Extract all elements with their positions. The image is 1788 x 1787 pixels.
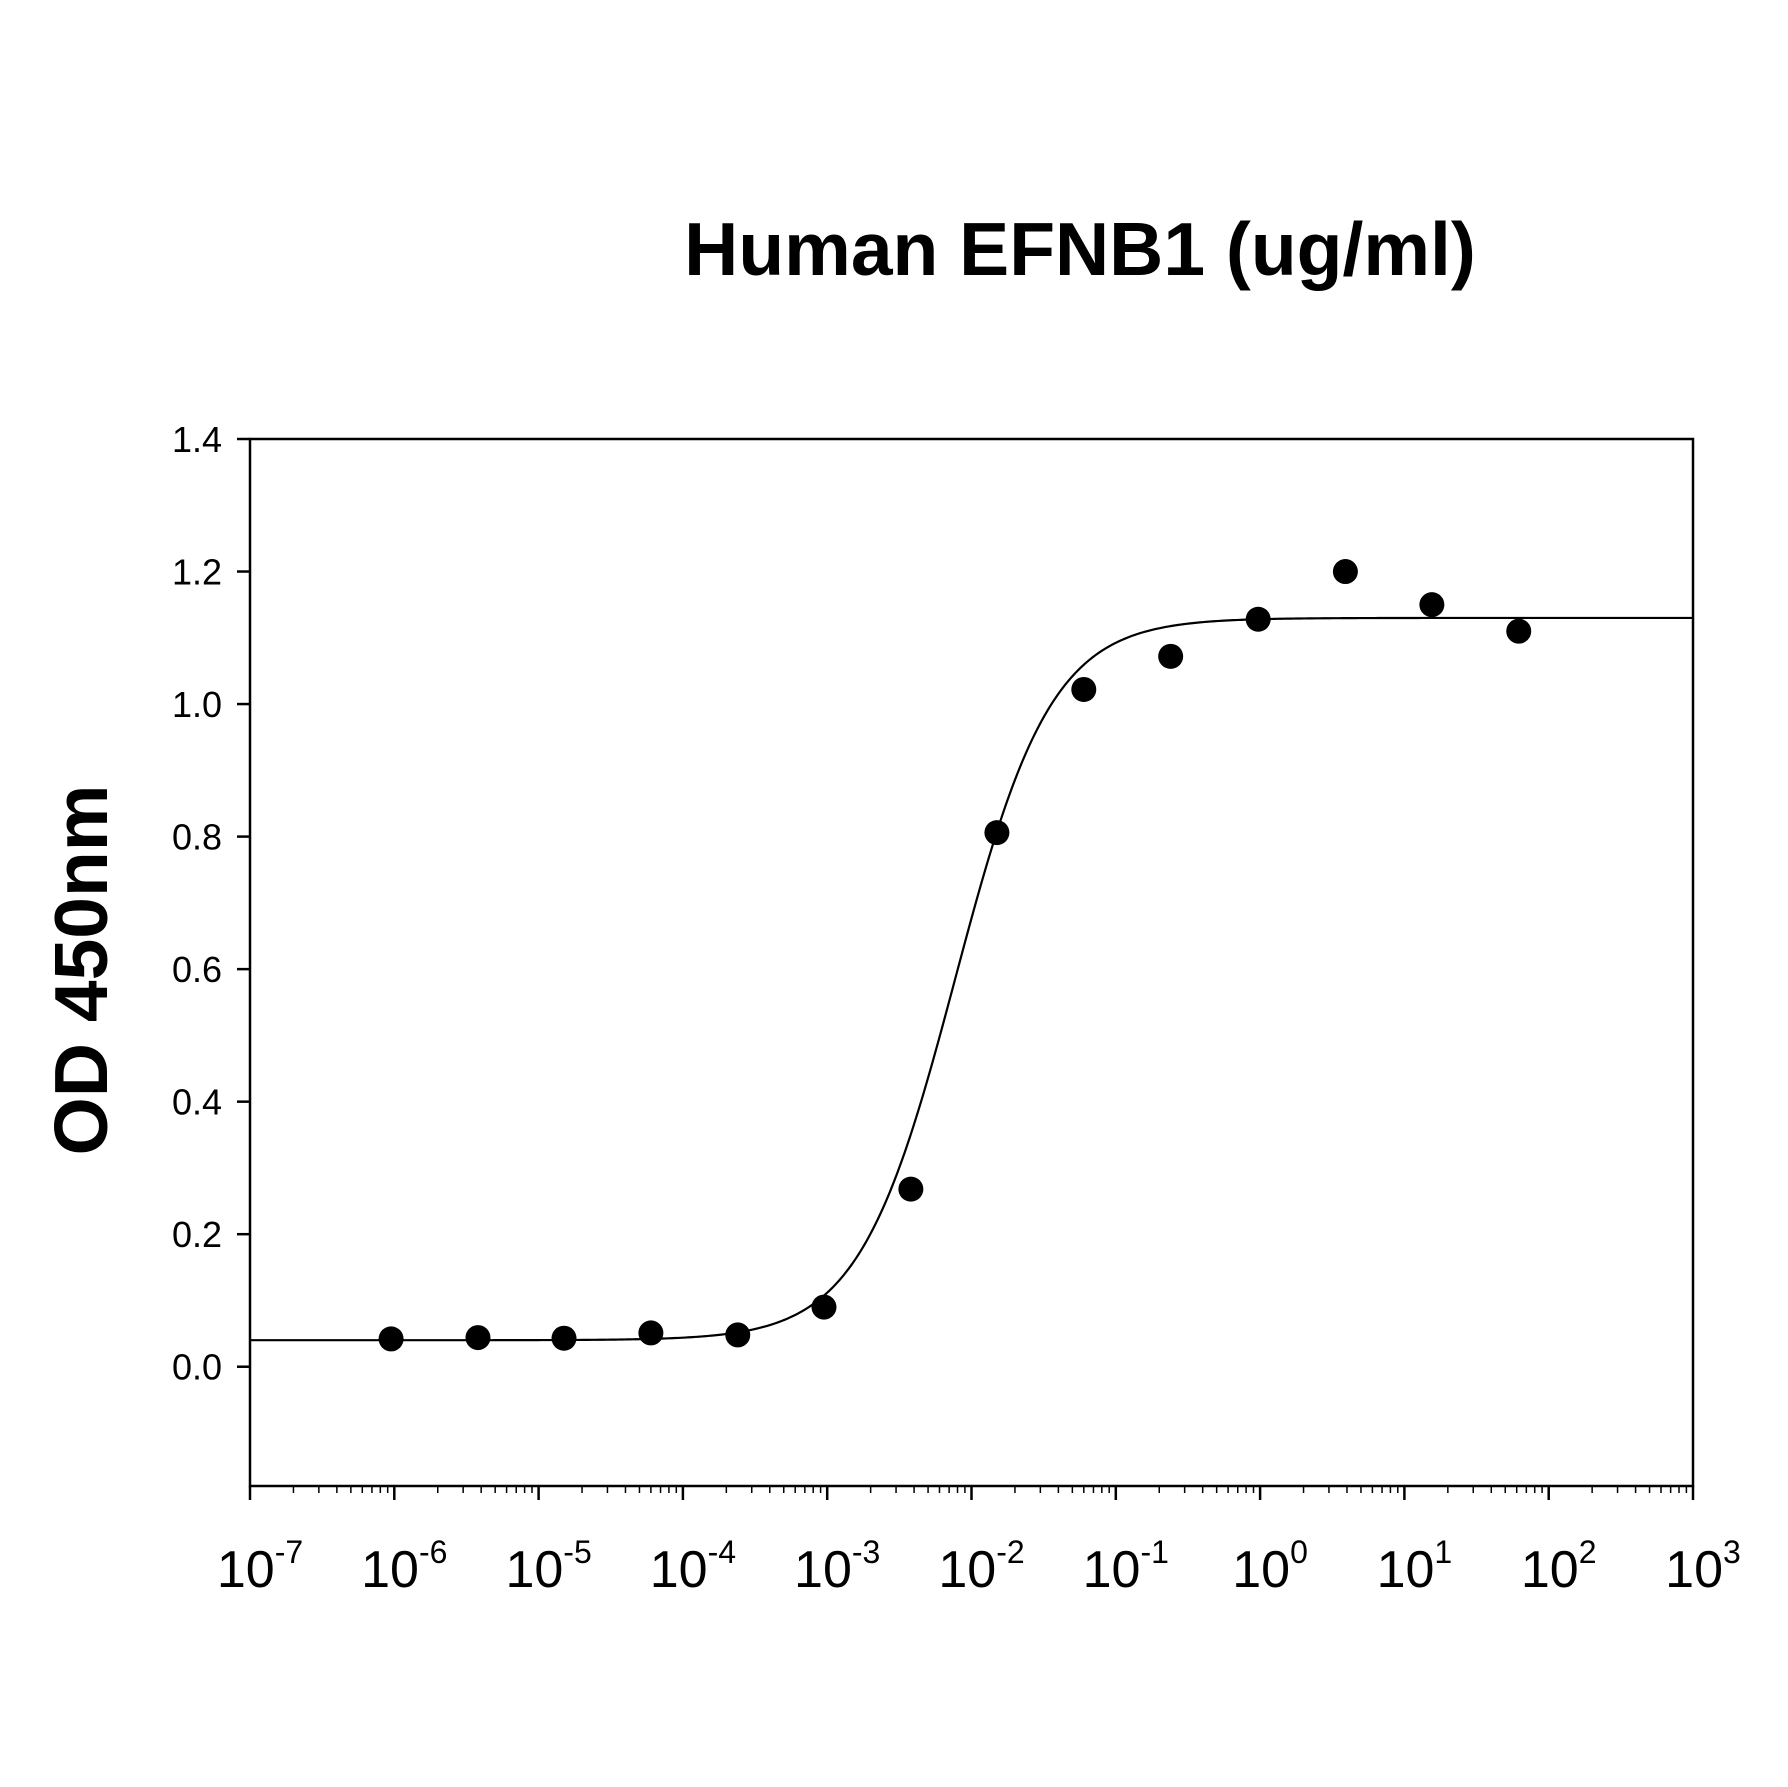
y-tick-label: 0.4 [172, 1082, 222, 1123]
x-tick-exponent: -1 [1140, 1534, 1168, 1570]
data-point [1245, 606, 1271, 632]
x-tick-label: 10-4 [650, 1534, 736, 1599]
y-tick-label: 1.2 [172, 552, 222, 593]
y-tick-label: 0.6 [172, 949, 222, 990]
y-tick-label: 1.4 [172, 419, 222, 460]
x-tick-exponent: 1 [1434, 1534, 1452, 1570]
x-tick-exponent: -2 [996, 1534, 1024, 1570]
plot-frame [248, 437, 1695, 1488]
x-tick-base: 10 [650, 1541, 708, 1599]
chart-title: Human EFNB1 (ug/ml) [684, 207, 1476, 291]
data-point [1506, 618, 1532, 644]
y-axis-label: OD 450nm [39, 785, 123, 1156]
x-tick-exponent: -5 [563, 1534, 591, 1570]
data-point [638, 1320, 664, 1346]
x-tick-exponent: 0 [1290, 1534, 1308, 1570]
data-point [551, 1325, 577, 1351]
x-tick-label: 100 [1232, 1534, 1308, 1599]
y-tick-label: 0.2 [172, 1214, 222, 1255]
data-point [725, 1322, 751, 1348]
x-tick-label: 101 [1377, 1534, 1453, 1599]
x-tick-base: 10 [505, 1541, 563, 1599]
x-tick-base: 10 [1377, 1541, 1435, 1599]
y-axis: 0.0 0.2 0.4 0.6 0.8 1.0 1.2 1.4 [172, 419, 250, 1388]
x-tick-exponent: 3 [1723, 1534, 1741, 1570]
x-tick-base: 10 [1521, 1541, 1579, 1599]
x-axis: 10-7 10-6 10-5 10-4 10-3 10-2 10-1 100 101 102 103 [217, 1486, 1741, 1599]
x-tick-label: 10-3 [794, 1534, 880, 1599]
x-tick-label: 10-2 [938, 1534, 1024, 1599]
x-tick-label: 10-6 [361, 1534, 447, 1599]
y-tick-label: 0.0 [172, 1347, 222, 1388]
x-tick-base: 10 [794, 1541, 852, 1599]
data-point [811, 1294, 837, 1320]
x-tick-base: 10 [361, 1541, 419, 1599]
x-tick-label: 10-1 [1083, 1534, 1169, 1599]
x-tick-base: 10 [1665, 1541, 1723, 1599]
data-point [1332, 559, 1358, 585]
data-point [1071, 676, 1097, 702]
data-point [378, 1326, 404, 1352]
x-tick-base: 10 [1232, 1541, 1290, 1599]
x-tick-label: 102 [1521, 1534, 1597, 1599]
x-tick-exponent: -4 [708, 1534, 736, 1570]
x-tick-exponent: -3 [852, 1534, 880, 1570]
x-tick-base: 10 [1083, 1541, 1141, 1599]
data-point [465, 1325, 491, 1351]
data-point [898, 1176, 924, 1202]
data-point [984, 820, 1010, 846]
data-point [1158, 643, 1184, 669]
fit-curve [250, 616, 1693, 1342]
x-tick-label: 10-7 [217, 1534, 303, 1599]
data-points [378, 559, 1532, 1352]
y-tick-label: 1.0 [172, 684, 222, 725]
x-tick-exponent: 2 [1579, 1534, 1597, 1570]
x-tick-exponent: -7 [275, 1534, 303, 1570]
y-tick-label: 0.8 [172, 817, 222, 858]
x-tick-label: 103 [1665, 1534, 1741, 1599]
x-tick-label: 10-5 [505, 1534, 591, 1599]
x-tick-base: 10 [217, 1541, 275, 1599]
x-tick-base: 10 [938, 1541, 996, 1599]
data-point [1419, 592, 1445, 618]
x-tick-exponent: -6 [419, 1534, 447, 1570]
